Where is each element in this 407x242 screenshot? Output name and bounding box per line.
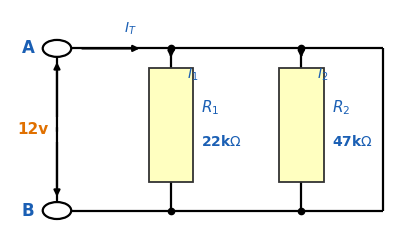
Text: A: A: [22, 39, 35, 57]
Text: 12v: 12v: [18, 122, 49, 137]
Text: B: B: [22, 202, 35, 219]
Circle shape: [43, 202, 71, 219]
Circle shape: [43, 40, 71, 57]
Text: $I_T$: $I_T$: [124, 21, 137, 37]
Text: 47k$\Omega$: 47k$\Omega$: [332, 134, 372, 149]
Text: $R_1$: $R_1$: [201, 98, 220, 117]
Bar: [149, 68, 193, 182]
Text: $I_1$: $I_1$: [187, 67, 199, 83]
Text: $I_2$: $I_2$: [317, 67, 329, 83]
Text: $R_2$: $R_2$: [332, 98, 350, 117]
Bar: [279, 68, 324, 182]
Text: 22k$\Omega$: 22k$\Omega$: [201, 134, 242, 149]
